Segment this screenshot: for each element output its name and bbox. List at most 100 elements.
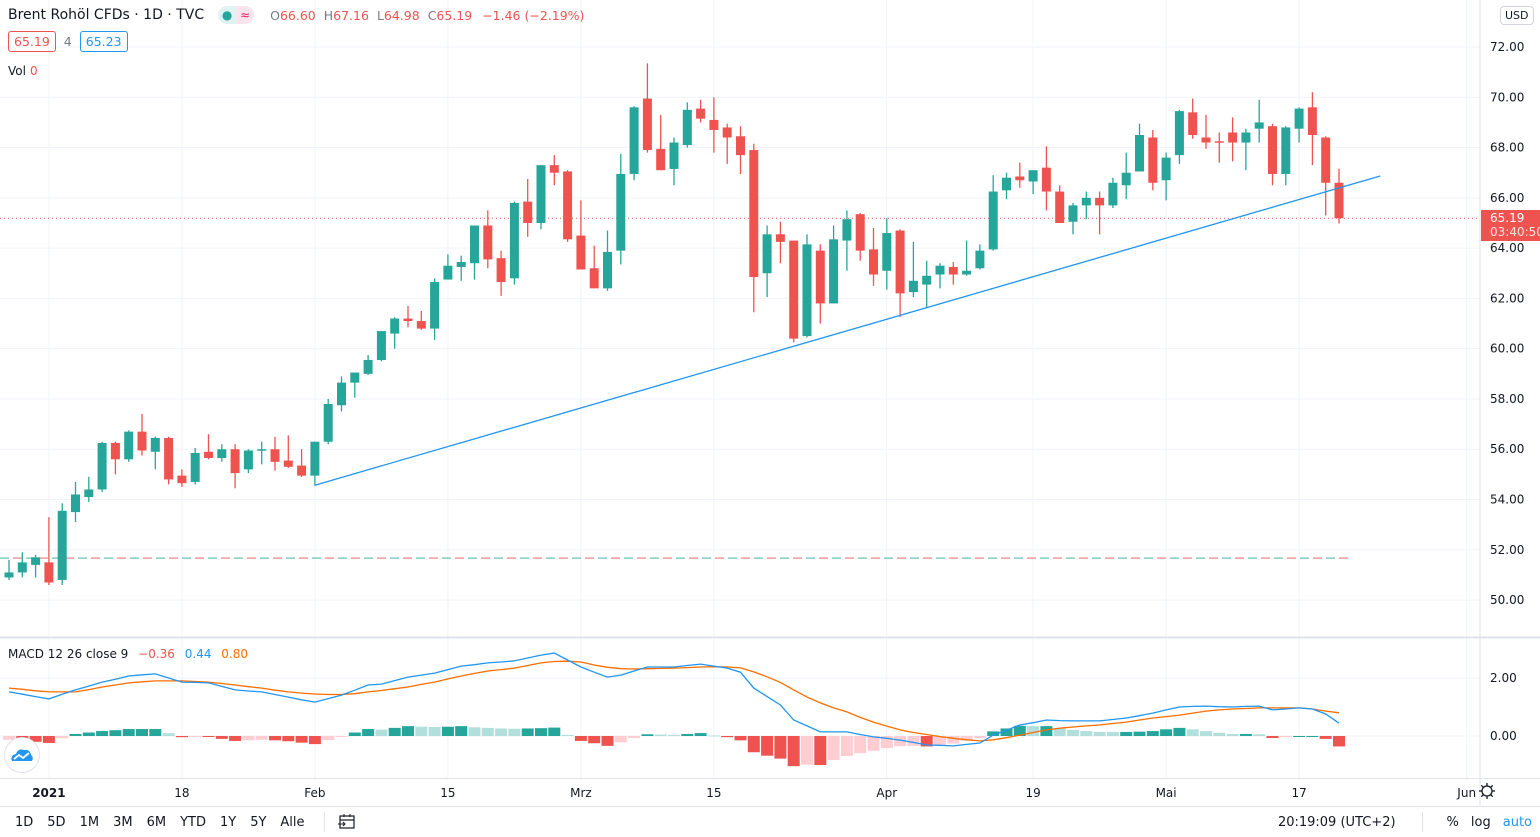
macd-histogram-bar	[388, 727, 401, 736]
candle	[97, 441, 107, 492]
macd-histogram-bar	[162, 733, 175, 736]
range-3m[interactable]: 3M	[113, 814, 133, 830]
macd-histogram-bar	[1186, 729, 1199, 736]
candle	[709, 97, 719, 153]
settings-gear-icon[interactable]	[1477, 781, 1497, 801]
candle-body	[1028, 170, 1038, 182]
macd-histogram-bar	[614, 736, 627, 743]
volume-value: 0	[29, 64, 38, 78]
candle	[416, 310, 426, 330]
time-tick-label: Feb	[304, 786, 325, 800]
range-5y[interactable]: 5Y	[250, 814, 267, 830]
candle	[1135, 123, 1144, 172]
macd-histogram-bar	[3, 736, 15, 740]
range-5d[interactable]: 5D	[47, 814, 66, 830]
change-value: −1.46 (−2.19%)	[482, 7, 585, 23]
range-1d[interactable]: 1D	[15, 814, 34, 830]
sell-button[interactable]: 65.19	[8, 31, 56, 52]
chart-canvas[interactable]: 72.00 70.00 68.00 66.00 64.00 62.00 60.00 58.00…	[0, 0, 1540, 806]
macd-histogram-bar	[1333, 736, 1345, 747]
auto-scale-toggle[interactable]: auto	[1502, 814, 1532, 830]
macd-histogram-bar	[56, 736, 69, 739]
macd-histogram-bar	[109, 730, 122, 736]
macd-histogram-bar	[468, 727, 481, 736]
candle	[1161, 152, 1171, 201]
candle-body	[363, 359, 373, 374]
candle	[297, 449, 307, 477]
horizontal-line[interactable]	[0, 217, 1480, 559]
candle	[908, 241, 918, 298]
range-all[interactable]: Alle	[280, 814, 305, 830]
go-to-date-calendar-icon[interactable]	[337, 813, 357, 831]
buy-button[interactable]: 65.23	[79, 31, 128, 52]
range-6m[interactable]: 6M	[146, 814, 167, 830]
range-ytd[interactable]: YTD	[180, 814, 206, 830]
macd-histogram-bar	[947, 736, 960, 744]
candle	[549, 155, 559, 186]
candle	[1201, 114, 1211, 149]
candle-body	[1148, 137, 1158, 183]
toolbar-divider	[1421, 812, 1423, 832]
candle	[376, 331, 386, 362]
price-tick-label: 68.00	[1490, 141, 1524, 155]
status-pill[interactable]: ● ≈	[218, 6, 255, 24]
candle-body	[31, 557, 41, 565]
candle-body	[762, 234, 772, 274]
macd-histogram-bar	[561, 734, 574, 736]
candle	[1241, 128, 1251, 171]
candle-body	[1121, 172, 1131, 186]
candle	[642, 63, 652, 153]
candle-body	[1161, 157, 1171, 181]
candle-body	[1254, 122, 1264, 129]
close-value: 65.19	[436, 7, 473, 23]
time-tick-label: 17	[1291, 786, 1306, 800]
macd-histogram-bar	[707, 735, 720, 737]
candle	[948, 261, 958, 285]
percent-scale-toggle[interactable]: %	[1446, 814, 1459, 830]
tradingview-logo[interactable]	[4, 737, 40, 773]
volume-legend[interactable]: Vol 0	[8, 64, 38, 78]
candle-body	[97, 442, 107, 490]
candle-body	[1294, 108, 1304, 129]
macd-histogram-bar	[1306, 736, 1319, 737]
bar-countdown: 03:40:50	[1490, 225, 1540, 239]
macd-histogram-bar	[535, 728, 547, 736]
clock-timezone[interactable]: 20:19:09 (UTC+2)	[1277, 814, 1396, 830]
bottom-toolbar: 1D 5D 1M 3M 6M YTD 1Y 5Y Alle 20:19:09 (…	[0, 806, 1540, 837]
price-tick-label: 54.00	[1490, 493, 1524, 507]
candle-body	[749, 150, 759, 278]
price-tick-label: 60.00	[1490, 342, 1524, 356]
last-price-label: 65.19	[1490, 211, 1525, 225]
candle-body	[642, 98, 652, 151]
candle	[1228, 117, 1238, 162]
candle	[443, 254, 453, 280]
candle	[775, 221, 785, 264]
log-scale-toggle[interactable]: log	[1470, 814, 1491, 830]
range-1m[interactable]: 1M	[79, 814, 100, 830]
candle-body	[177, 475, 187, 484]
candle	[1307, 92, 1317, 166]
macd-legend[interactable]: MACD 12 26 close 9 −0.36 0.44 0.80	[8, 647, 248, 661]
candle	[1028, 170, 1038, 195]
symbol-title[interactable]: Brent Rohöl CFDs · 1D · TVC	[8, 7, 205, 23]
candle	[1188, 98, 1198, 139]
range-1y[interactable]: 1Y	[219, 814, 237, 830]
candle-body	[722, 127, 732, 138]
candle-body	[297, 465, 307, 476]
macd-histogram-bar	[242, 736, 255, 741]
macd-histogram-bar	[29, 736, 42, 742]
currency-button[interactable]: USD	[1500, 6, 1534, 25]
candle-body	[962, 270, 972, 275]
volume-label: Vol	[8, 64, 26, 78]
macd-histogram-bar	[42, 736, 55, 743]
drawings[interactable]	[314, 175, 1381, 486]
candle	[110, 441, 120, 475]
candle-body	[310, 441, 320, 476]
symbol-legend: Brent Rohöl CFDs · 1D · TVC ● ≈ O66.60 H…	[8, 6, 584, 24]
macd-histogram-bar	[1120, 731, 1133, 736]
candle-body	[110, 442, 120, 460]
candle-body	[496, 258, 506, 283]
macd-histogram-bar	[1053, 728, 1066, 736]
candle	[243, 449, 253, 474]
candle	[350, 372, 360, 398]
